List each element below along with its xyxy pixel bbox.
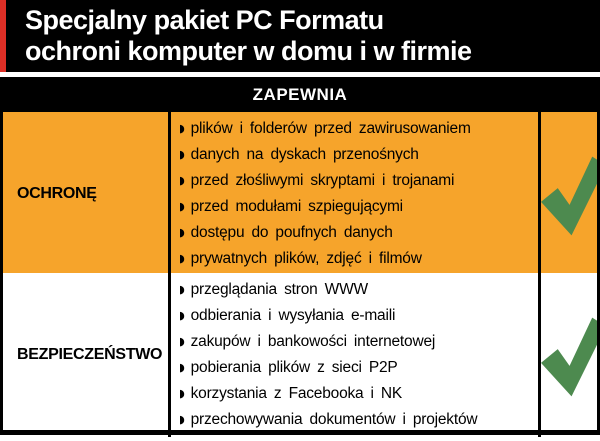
bullet-icon: ◗ bbox=[179, 200, 185, 213]
bullet-icon: ◗ bbox=[179, 283, 185, 296]
list-item: ◗ danych na dyskach przenośnych bbox=[179, 142, 534, 168]
list-item: ◗ plików i folderów przed zawirusowaniem bbox=[179, 116, 534, 142]
item-text: przeglądania stron WWW bbox=[190, 281, 369, 298]
item-text: odbierania i wysyłania e-maili bbox=[190, 307, 396, 324]
benefits-table: OCHRONĘ ◗ plików i folderów przed zawirus… bbox=[0, 112, 600, 437]
bullet-icon: ◗ bbox=[179, 252, 185, 265]
item-text: dostępu do poufnych danych bbox=[190, 224, 393, 241]
page-title-line2: ochroni komputer w domu i w firmie bbox=[25, 36, 472, 66]
list-item: ◗ przed modułami szpiegującymi bbox=[179, 194, 534, 220]
check-cell bbox=[538, 273, 597, 437]
list-item: ◗ korzystania z Facebooka i NK bbox=[179, 381, 534, 407]
check-icon bbox=[541, 156, 597, 236]
red-accent-bar bbox=[0, 0, 6, 72]
item-text: przed złośliwymi skryptami i trojanami bbox=[190, 172, 455, 189]
list-item: ◗ dostępu do poufnych danych bbox=[179, 220, 534, 246]
items-cell: ◗ plików i folderów przed zawirusowaniem … bbox=[168, 112, 538, 276]
check-cell bbox=[538, 112, 597, 276]
list-item: ◗ przeglądania stron WWW bbox=[179, 277, 534, 303]
title-banner: Specjalny pakiet PC Formatu ochroni komp… bbox=[0, 0, 600, 72]
item-text: plików i folderów przed zawirusowaniem bbox=[190, 120, 471, 137]
item-text: przechowywania dokumentów i projektów bbox=[190, 411, 478, 428]
bullet-icon: ◗ bbox=[179, 413, 185, 426]
page-title-line1: Specjalny pakiet PC Formatu bbox=[25, 5, 384, 35]
row-label: OCHRONĘ bbox=[17, 185, 97, 202]
list-item: ◗ prywatnych plików, zdjęć i filmów bbox=[179, 246, 534, 272]
row-label-cell: BEZPIECZEŃSTWO bbox=[3, 273, 168, 437]
bullet-icon: ◗ bbox=[179, 387, 185, 400]
list-item: ◗ pobierania plików z sieci P2P bbox=[179, 355, 534, 381]
list-item: ◗ zakupów i bankowości internetowej bbox=[179, 329, 534, 355]
row-label: BEZPIECZEŃSTWO bbox=[17, 346, 163, 363]
list-item: ◗ przed złośliwymi skryptami i trojanami bbox=[179, 168, 534, 194]
bullet-icon: ◗ bbox=[179, 361, 185, 374]
item-text: prywatnych plików, zdjęć i filmów bbox=[190, 250, 422, 267]
items-cell: ◗ przeglądania stron WWW ◗ odbierania i wy… bbox=[168, 273, 538, 437]
divider-line bbox=[0, 72, 600, 77]
page-title: Specjalny pakiet PC Formatu ochroni komp… bbox=[0, 0, 600, 67]
bullet-icon: ◗ bbox=[179, 148, 185, 161]
table-row-bezpieczenstwo: BEZPIECZEŃSTWO ◗ przeglądania stron WWW ◗… bbox=[3, 273, 597, 437]
list-item: ◗ przechowywania dokumentów i projektów bbox=[179, 407, 534, 433]
item-text: zakupów i bankowości internetowej bbox=[190, 333, 436, 350]
item-text: korzystania z Facebooka i NK bbox=[190, 385, 403, 402]
list-item: ◗ odbierania i wysyłania e-maili bbox=[179, 303, 534, 329]
zapewnia-label: ZAPEWNIA bbox=[252, 84, 348, 104]
zapewnia-header-bar: ZAPEWNIA bbox=[0, 77, 600, 112]
bullet-icon: ◗ bbox=[179, 309, 185, 322]
bullet-icon: ◗ bbox=[179, 174, 185, 187]
table-row-ochrone: OCHRONĘ ◗ plików i folderów przed zawirus… bbox=[3, 112, 597, 276]
item-text: pobierania plików z sieci P2P bbox=[190, 359, 398, 376]
item-text: przed modułami szpiegującymi bbox=[190, 198, 404, 215]
bullet-icon: ◗ bbox=[179, 122, 185, 135]
bullet-icon: ◗ bbox=[179, 226, 185, 239]
row-label-cell: OCHRONĘ bbox=[3, 112, 168, 276]
item-text: danych na dyskach przenośnych bbox=[190, 146, 419, 163]
check-icon bbox=[541, 317, 597, 397]
bullet-icon: ◗ bbox=[179, 335, 185, 348]
